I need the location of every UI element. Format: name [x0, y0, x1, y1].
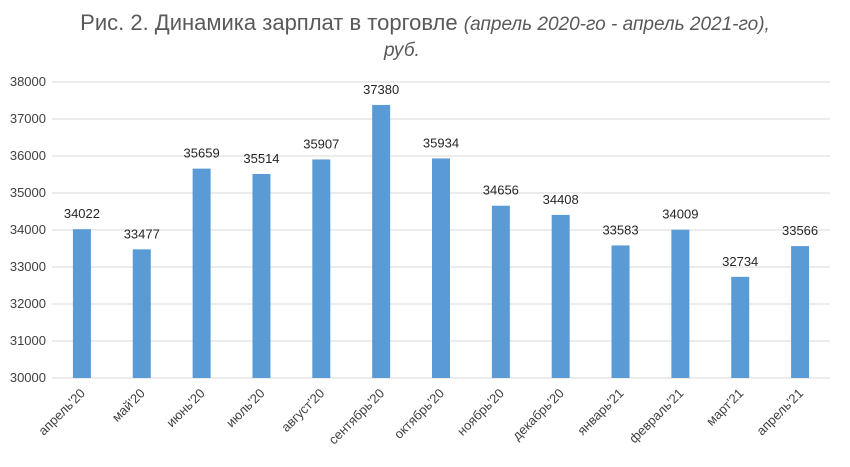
x-tick-label: апрель'21: [753, 386, 806, 439]
data-label: 35659: [184, 146, 220, 161]
bar: [791, 246, 810, 378]
data-label: 33477: [124, 226, 160, 241]
bar: [312, 159, 331, 378]
y-tick-label: 36000: [10, 148, 46, 163]
data-label: 34022: [64, 206, 100, 221]
data-label: 33566: [782, 223, 818, 238]
x-tick-label: сентябрь'20: [326, 386, 388, 448]
bar: [432, 158, 450, 378]
x-tick-label: февраль'21: [626, 386, 687, 447]
y-tick-label: 35000: [10, 185, 46, 200]
x-tick-label: октябрь'20: [391, 386, 447, 442]
data-label: 32734: [722, 254, 758, 269]
data-label: 35907: [303, 136, 339, 151]
data-label: 35514: [243, 151, 279, 166]
bar: [551, 214, 570, 378]
bar: [72, 229, 91, 378]
data-label: 33583: [602, 222, 638, 237]
data-label: 37380: [363, 82, 399, 97]
y-tick-label: 33000: [10, 259, 46, 274]
data-label: 35934: [423, 135, 459, 150]
y-tick-label: 31000: [10, 333, 46, 348]
bar: [671, 229, 690, 378]
chart-title-unit: руб.: [384, 40, 420, 61]
bar: [491, 205, 510, 378]
x-tick-label: март'21: [703, 386, 746, 429]
bar: [252, 173, 271, 378]
bar: [611, 245, 630, 378]
x-tick-label: июль'20: [223, 386, 268, 431]
x-tick-label: декабрь'20: [509, 386, 567, 444]
data-label: 34009: [662, 207, 698, 222]
bar: [372, 104, 391, 378]
y-tick-label: 32000: [10, 296, 46, 311]
chart-title-subtitle: (апрель 2020-го - апрель 2021-го),: [463, 14, 770, 35]
bar: [132, 249, 151, 378]
y-tick-label: 37000: [10, 111, 46, 126]
chart-title-main: Рис. 2. Динамика зарплат в торговле: [80, 10, 458, 35]
data-label: 34656: [483, 183, 519, 198]
y-tick-label: 34000: [10, 222, 46, 237]
x-tick-label: ноябрь'20: [454, 386, 507, 439]
data-label: 34408: [543, 192, 579, 207]
x-tick-label: апрель'20: [35, 386, 88, 439]
x-tick-label: май'20: [109, 386, 148, 425]
x-tick-label: август'20: [278, 386, 327, 435]
bar: [192, 168, 211, 378]
bar: [731, 276, 750, 378]
y-tick-label: 38000: [10, 74, 46, 89]
x-tick-label: январь'21: [574, 386, 626, 438]
x-tick-label: июнь'20: [163, 386, 207, 430]
y-tick-label: 30000: [10, 370, 46, 385]
chart-title: Рис. 2. Динамика зарплат в торговле (апр…: [0, 8, 850, 40]
